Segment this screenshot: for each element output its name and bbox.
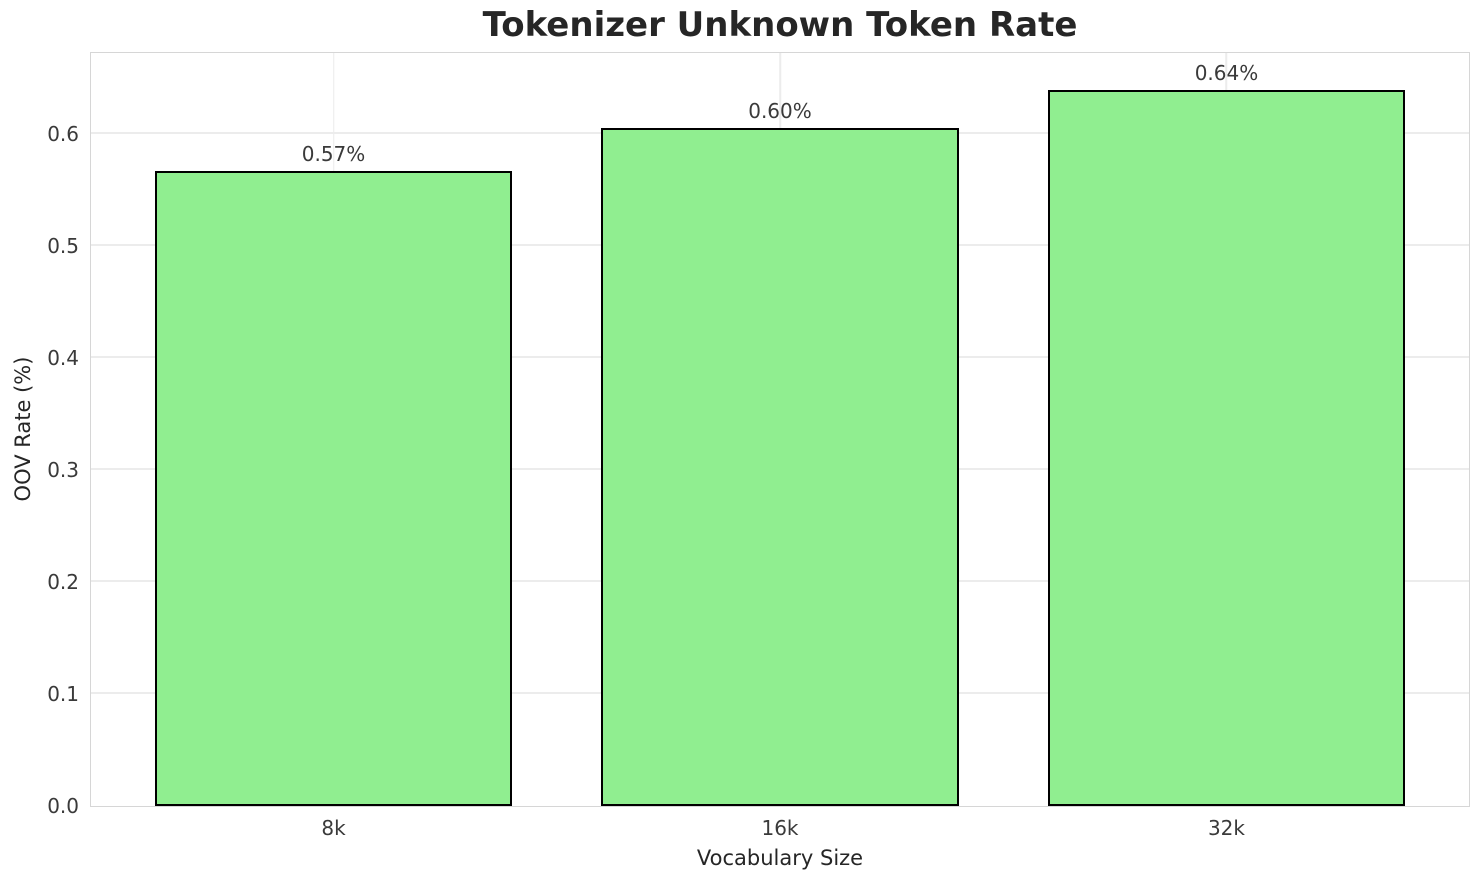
y-tick-label: 0.0 bbox=[47, 794, 79, 818]
y-tick-label: 0.3 bbox=[47, 457, 79, 482]
bar-16k bbox=[601, 128, 959, 806]
bar-value-label: 0.60% bbox=[748, 99, 812, 124]
bar-32k bbox=[1047, 89, 1406, 806]
bar-8k bbox=[154, 170, 513, 806]
x-tick-label: 16k bbox=[761, 816, 799, 840]
x-tick-label: 32k bbox=[1207, 816, 1245, 840]
bar-value-label: 0.64% bbox=[1194, 60, 1259, 85]
y-tick-label: 0.1 bbox=[47, 681, 79, 706]
bar-value-label: 0.57% bbox=[301, 141, 366, 166]
y-tick-label: 0.2 bbox=[47, 569, 79, 594]
y-tick-label: 0.4 bbox=[47, 345, 79, 370]
x-axis-label: Vocabulary Size bbox=[696, 846, 864, 870]
y-axis-label: OOV Rate (%) bbox=[11, 356, 35, 502]
y-tick-label: 0.6 bbox=[47, 121, 79, 146]
chart-title: Tokenizer Unknown Token Rate bbox=[482, 5, 1078, 45]
plot-area: 0.0 0.1 0.2 0.3 0.4 0.5 0.6 0.57% 8k 0.60% 16k 0.64… bbox=[47, 52, 1470, 840]
x-tick-label: 8k bbox=[321, 816, 346, 840]
y-tick-label: 0.5 bbox=[47, 233, 79, 258]
